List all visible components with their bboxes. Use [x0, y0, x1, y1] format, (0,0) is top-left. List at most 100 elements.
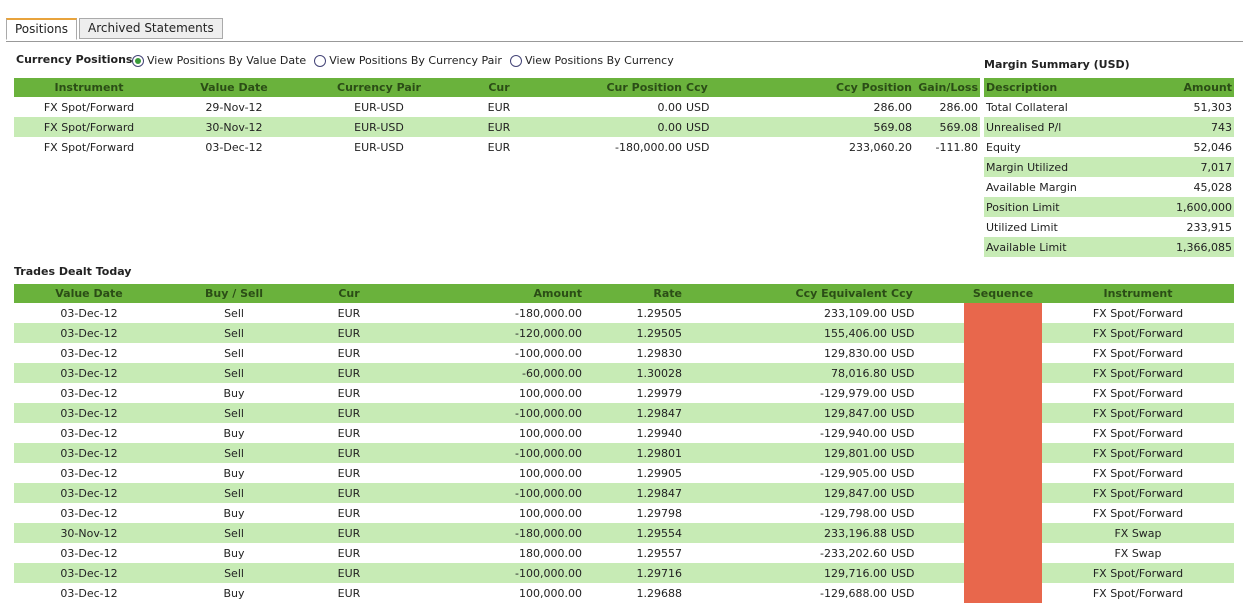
margin-summary-title: Margin Summary (USD) [984, 58, 1130, 71]
table-row[interactable]: Available Limit 1,366,085 [984, 237, 1234, 257]
table-cell: 1.29940 [636, 426, 683, 440]
table-cell: 1.29505 [584, 323, 684, 343]
table-row[interactable]: FX Spot/Forward 29-Nov-12 EUR-USD EUR 0.00 US… [14, 97, 980, 117]
column-header[interactable]: Cur [454, 78, 544, 97]
table-cell: 286.00 [873, 100, 913, 114]
column-header[interactable]: Cur Position [544, 78, 684, 97]
table-cell: EUR [487, 100, 511, 114]
column-header[interactable]: Buy / Sell [164, 284, 304, 303]
table-cell: FX Spot/Forward [1042, 563, 1234, 583]
table-cell: -100,000.00 [394, 443, 584, 463]
table-row[interactable]: 03-Dec-12 Sell EUR -100,000.00 1.29801 129,80… [14, 443, 1234, 463]
table-cell: FX Spot/Forward [1092, 426, 1184, 440]
radio-by-currency[interactable]: View Positions By Currency [509, 54, 674, 67]
table-cell: 1,600,000 [1134, 197, 1234, 217]
sequence-redacted [964, 343, 1042, 363]
table-cell: USD [889, 523, 964, 543]
table-cell: -100,000.00 [515, 346, 582, 360]
table-cell: EUR [337, 546, 361, 560]
table-row[interactable]: 03-Dec-12 Sell EUR -100,000.00 1.29847 129,84… [14, 403, 1234, 423]
table-row[interactable]: Available Margin 45,028 [984, 177, 1234, 197]
table-cell: FX Spot/Forward [1092, 386, 1184, 400]
table-row[interactable]: Unrealised P/l 743 [984, 117, 1234, 137]
table-cell: 129,847.00 [684, 403, 889, 423]
column-header[interactable]: Value Date [14, 284, 164, 303]
table-cell: 03-Dec-12 [14, 483, 164, 503]
sequence-redacted [964, 463, 1042, 483]
table-cell: Buy [223, 386, 245, 400]
radio-label: View Positions By Currency [524, 54, 674, 67]
table-row[interactable]: 03-Dec-12 Sell EUR -180,000.00 1.29505 233,10… [14, 303, 1234, 323]
table-cell: 100,000.00 [519, 466, 582, 480]
table-row[interactable]: 03-Dec-12 Buy EUR 100,000.00 1.29905 -129,905… [14, 463, 1234, 483]
table-row[interactable]: 03-Dec-12 Buy EUR 100,000.00 1.29798 -129,798… [14, 503, 1234, 523]
header-row: Description Amount [984, 78, 1234, 97]
column-header[interactable]: Ccy Position [734, 78, 914, 97]
table-cell: -120,000.00 [394, 323, 584, 343]
column-header[interactable]: Ccy Equivalent [684, 284, 889, 303]
column-header[interactable]: Gain/Loss [914, 78, 980, 97]
table-cell: EUR [487, 140, 511, 154]
table-cell: FX Spot/Forward [1042, 363, 1234, 383]
table-cell: Buy [223, 466, 245, 480]
table-cell: FX Swap [1042, 523, 1234, 543]
table-row[interactable]: 30-Nov-12 Sell EUR -180,000.00 1.29554 233,19… [14, 523, 1234, 543]
column-header[interactable]: Amount [394, 284, 584, 303]
radio-checked-icon[interactable] [132, 54, 144, 67]
table-cell: Available Limit [984, 237, 1134, 257]
table-row[interactable]: Equity 52,046 [984, 137, 1234, 157]
column-header[interactable]: Instrument [14, 78, 164, 97]
table-row[interactable]: 03-Dec-12 Buy EUR 100,000.00 1.29940 -129,940… [14, 423, 1234, 443]
table-row[interactable]: 03-Dec-12 Buy EUR 180,000.00 1.29557 -233,202… [14, 543, 1234, 563]
table-cell: EUR [304, 443, 394, 463]
radio-unchecked-icon[interactable] [509, 54, 522, 67]
column-header[interactable]: Cur [304, 284, 394, 303]
table-cell: FX Swap [1114, 546, 1162, 560]
table-row[interactable]: 03-Dec-12 Sell EUR -60,000.00 1.30028 78,016.… [14, 363, 1234, 383]
column-header[interactable]: Rate [584, 284, 684, 303]
table-cell: Sell [164, 523, 304, 543]
table-cell: Buy [223, 546, 245, 560]
column-header[interactable]: Instrument [1042, 284, 1234, 303]
table-cell: FX Spot/Forward [1092, 306, 1184, 320]
table-row[interactable]: Position Limit 1,600,000 [984, 197, 1234, 217]
table-cell: 1,366,085 [1134, 237, 1234, 257]
table-cell: 569.08 [734, 117, 914, 137]
table-row[interactable]: 03-Dec-12 Sell EUR -120,000.00 1.29505 155,40… [14, 323, 1234, 343]
radio-unchecked-icon[interactable] [314, 54, 327, 67]
radio-by-currency-pair[interactable]: View Positions By Currency Pair [314, 54, 502, 67]
table-cell: Sell [164, 483, 304, 503]
column-header[interactable]: Description [984, 78, 1134, 97]
radio-by-value-date[interactable]: View Positions By Value Date [132, 54, 306, 67]
sequence-redacted [964, 503, 1042, 523]
table-cell: FX Spot/Forward [14, 117, 164, 137]
table-row[interactable]: 03-Dec-12 Buy EUR 100,000.00 1.29979 -129,979… [14, 383, 1234, 403]
table-row[interactable]: Total Collateral 51,303 [984, 97, 1234, 117]
tab-positions[interactable]: Positions [6, 18, 77, 40]
table-cell: 100,000.00 [519, 586, 582, 600]
table-row[interactable]: 03-Dec-12 Sell EUR -100,000.00 1.29716 129,71… [14, 563, 1234, 583]
table-cell: Sell [164, 443, 304, 463]
column-header[interactable]: Currency Pair [304, 78, 454, 97]
table-row[interactable]: 03-Dec-12 Buy EUR 100,000.00 1.29688 -129,688… [14, 583, 1234, 603]
table-cell: Equity [986, 140, 1021, 154]
table-cell: FX Spot/Forward [43, 140, 135, 154]
table-row[interactable]: Utilized Limit 233,915 [984, 217, 1234, 237]
column-header[interactable]: Ccy [889, 284, 964, 303]
table-cell: -180,000.00 [394, 523, 584, 543]
column-header[interactable]: Sequence [964, 284, 1042, 303]
table-cell: EUR-USD [354, 100, 404, 114]
table-row[interactable]: FX Spot/Forward 03-Dec-12 EUR-USD EUR -180,0… [14, 137, 980, 157]
table-row[interactable]: 03-Dec-12 Sell EUR -100,000.00 1.29847 129,84… [14, 483, 1234, 503]
column-header[interactable]: Value Date [164, 78, 304, 97]
column-header[interactable]: Amount [1134, 78, 1234, 97]
table-cell: 51,303 [1193, 100, 1233, 114]
table-cell: USD [891, 346, 915, 360]
table-cell: -100,000.00 [394, 403, 584, 423]
table-row[interactable]: Margin Utilized 7,017 [984, 157, 1234, 177]
table-row[interactable]: FX Spot/Forward 30-Nov-12 EUR-USD EUR 0.00 US… [14, 117, 980, 137]
table-cell: -60,000.00 [394, 363, 584, 383]
tab-archived-statements[interactable]: Archived Statements [78, 18, 223, 39]
table-row[interactable]: 03-Dec-12 Sell EUR -100,000.00 1.29830 129,83… [14, 343, 1234, 363]
column-header[interactable]: Ccy [684, 78, 734, 97]
